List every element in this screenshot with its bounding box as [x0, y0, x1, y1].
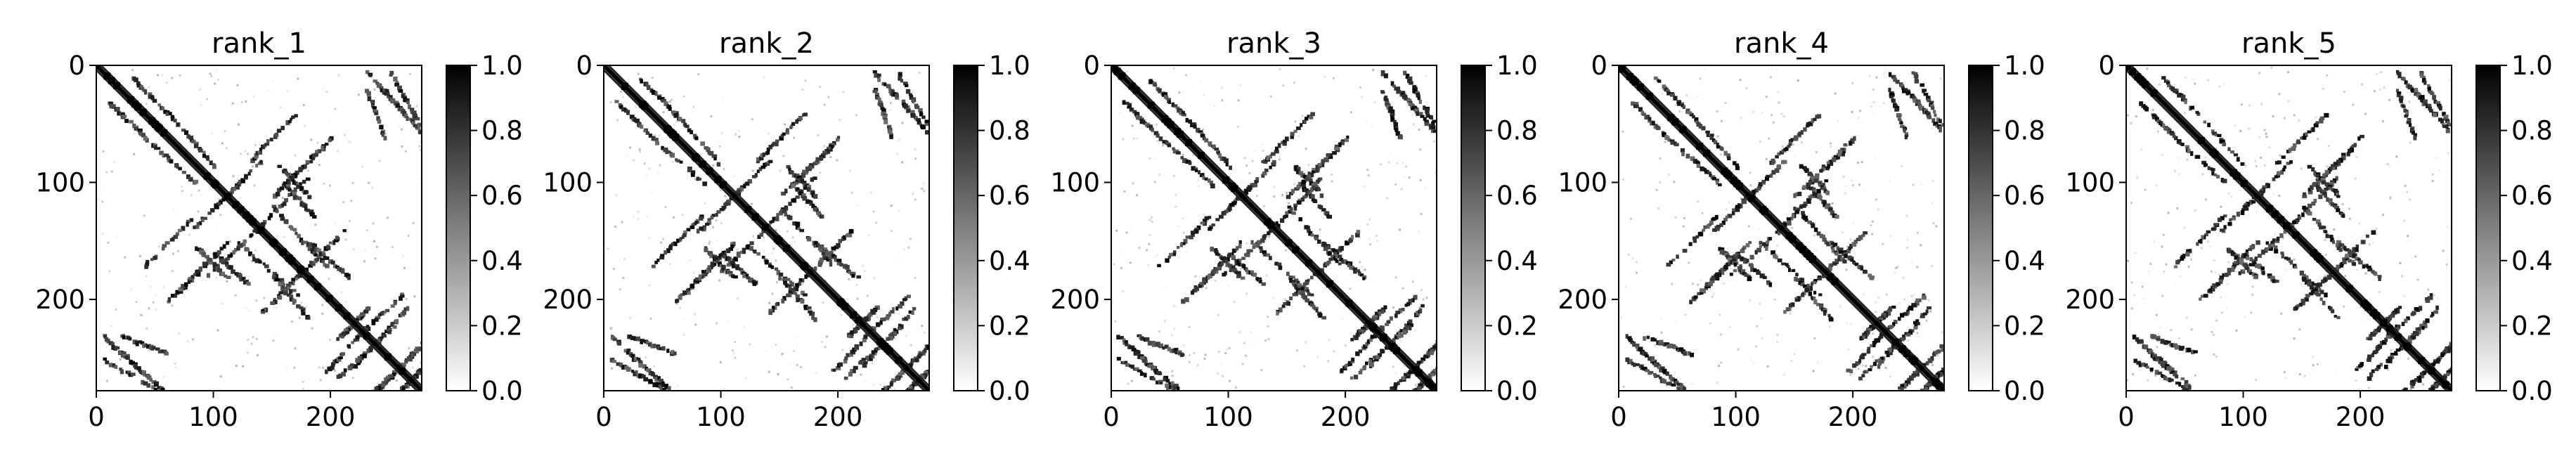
colorbar-tick-label: 0.8 — [2004, 116, 2045, 146]
x-tick-label: 200 — [1321, 402, 1371, 432]
colorbar-tick-label: 0.8 — [2511, 116, 2553, 146]
y-tick-label: 100 — [1050, 168, 1100, 198]
y-tick-label: 200 — [35, 285, 85, 315]
colorbar — [446, 65, 471, 391]
colorbar — [1461, 65, 1486, 391]
colorbar-tick-label: 1.0 — [481, 51, 523, 81]
y-tick-label: 0 — [576, 51, 593, 81]
panel-rank_4: rank_4 0 100 200 0 100 200 0.0 0.2 0.4 0.6 0.8 1.0 — [1558, 27, 2045, 432]
x-tick-label: 100 — [1711, 402, 1761, 432]
y-tick-label: 100 — [35, 168, 85, 198]
y-tick-label: 0 — [1083, 51, 1100, 81]
colorbar-tick-label: 0.0 — [989, 376, 1030, 406]
heatmap-image — [2126, 65, 2452, 391]
colorbar-tick-label: 0.6 — [481, 181, 523, 211]
y-tick-label: 100 — [2065, 168, 2115, 198]
x-tick-label: 200 — [2336, 402, 2386, 432]
colorbar-tick-label: 0.8 — [989, 116, 1030, 146]
y-tick-label: 200 — [543, 285, 593, 315]
colorbar-tick-label: 0.2 — [481, 311, 523, 341]
x-tick-label: 0 — [595, 402, 612, 432]
colorbar-tick-label: 0.8 — [481, 116, 523, 146]
x-tick-label: 100 — [696, 402, 746, 432]
y-tick-label: 0 — [2098, 51, 2115, 81]
panel-rank_2: rank_2 0 100 200 0 100 200 0.0 0.2 0.4 0.6 0.8 1.0 — [543, 27, 1030, 432]
colorbar-tick-label: 0.4 — [989, 246, 1030, 276]
y-tick-label: 0 — [68, 51, 85, 81]
y-tick-label: 200 — [1050, 285, 1100, 315]
x-tick-label: 0 — [88, 402, 105, 432]
colorbar-tick-label: 0.2 — [2511, 311, 2553, 341]
panel-title: rank_2 — [719, 27, 814, 60]
panel-title: rank_4 — [1734, 27, 1829, 60]
colorbar — [1968, 65, 1993, 391]
colorbar-tick-label: 0.0 — [1496, 376, 1538, 406]
x-tick-label: 0 — [1103, 402, 1120, 432]
colorbar-tick-label: 0.0 — [481, 376, 523, 406]
colorbar-tick-label: 0.4 — [1496, 246, 1538, 276]
panel-title: rank_1 — [212, 27, 306, 60]
y-tick-label: 200 — [2065, 285, 2115, 315]
colorbar-tick-label: 0.4 — [2511, 246, 2553, 276]
x-tick-label: 100 — [188, 402, 238, 432]
x-tick-label: 100 — [2218, 402, 2268, 432]
x-tick-label: 200 — [813, 402, 863, 432]
y-tick-label: 200 — [1558, 285, 1607, 315]
colorbar-tick-label: 0.2 — [2004, 311, 2045, 341]
colorbar-tick-label: 0.4 — [2004, 246, 2045, 276]
colorbar — [953, 65, 978, 391]
y-tick-label: 0 — [1591, 51, 1607, 81]
x-tick-label: 0 — [1610, 402, 1627, 432]
colorbar-tick-label: 0.0 — [2004, 376, 2045, 406]
colorbar-tick-label: 0.6 — [2004, 181, 2045, 211]
axes-frame — [603, 65, 930, 391]
y-tick-label: 100 — [1558, 168, 1607, 198]
x-tick-label: 100 — [1203, 402, 1253, 432]
axes-frame — [96, 65, 422, 391]
colorbar-tick-label: 0.8 — [1496, 116, 1538, 146]
heatmap-image — [1111, 65, 1437, 391]
panel-title: rank_5 — [2241, 27, 2336, 60]
colorbar — [2475, 65, 2501, 391]
y-tick-label: 100 — [543, 168, 593, 198]
colorbar-tick-label: 1.0 — [1496, 51, 1538, 81]
heatmap-image — [604, 65, 929, 391]
axes-frame — [2125, 65, 2452, 391]
x-tick-label: 200 — [306, 402, 356, 432]
colorbar-tick-label: 0.6 — [1496, 181, 1538, 211]
x-tick-label: 0 — [2118, 402, 2135, 432]
heatmap-image — [1619, 65, 1944, 391]
colorbar-tick-label: 0.0 — [2511, 376, 2553, 406]
panel-rank_1: rank_1 0 100 200 0 100 200 0.0 0.2 0.4 0.6 0.8 1.0 — [35, 27, 522, 432]
colorbar-tick-label: 1.0 — [2511, 51, 2553, 81]
axes-frame — [1111, 65, 1437, 391]
panels: rank_10 100 20001002000.00.20.40.60.81.0ra… — [35, 27, 2552, 432]
colorbar-tick-label: 1.0 — [989, 51, 1030, 81]
colorbar-tick-label: 0.4 — [481, 246, 523, 276]
panel-title: rank_3 — [1226, 27, 1321, 60]
colorbar-tick-label: 0.2 — [989, 311, 1030, 341]
colorbar-tick-label: 0.2 — [1496, 311, 1538, 341]
heatmap-image — [96, 65, 422, 391]
colorbar-tick-label: 0.6 — [2511, 181, 2553, 211]
colorbar-tick-label: 0.6 — [989, 181, 1030, 211]
axes-frame — [1618, 65, 1945, 391]
panel-rank_5: rank_5 0 100 200 0 100 200 0.0 0.2 0.4 0.6 0.8 1.0 — [2065, 27, 2552, 432]
panel-rank_3: rank_3 0 100 200 0 100 200 0.0 0.2 0.4 0.6 0.8 1.0 — [1050, 27, 1537, 432]
colorbar-tick-label: 1.0 — [2004, 51, 2045, 81]
x-tick-label: 200 — [1828, 402, 1878, 432]
